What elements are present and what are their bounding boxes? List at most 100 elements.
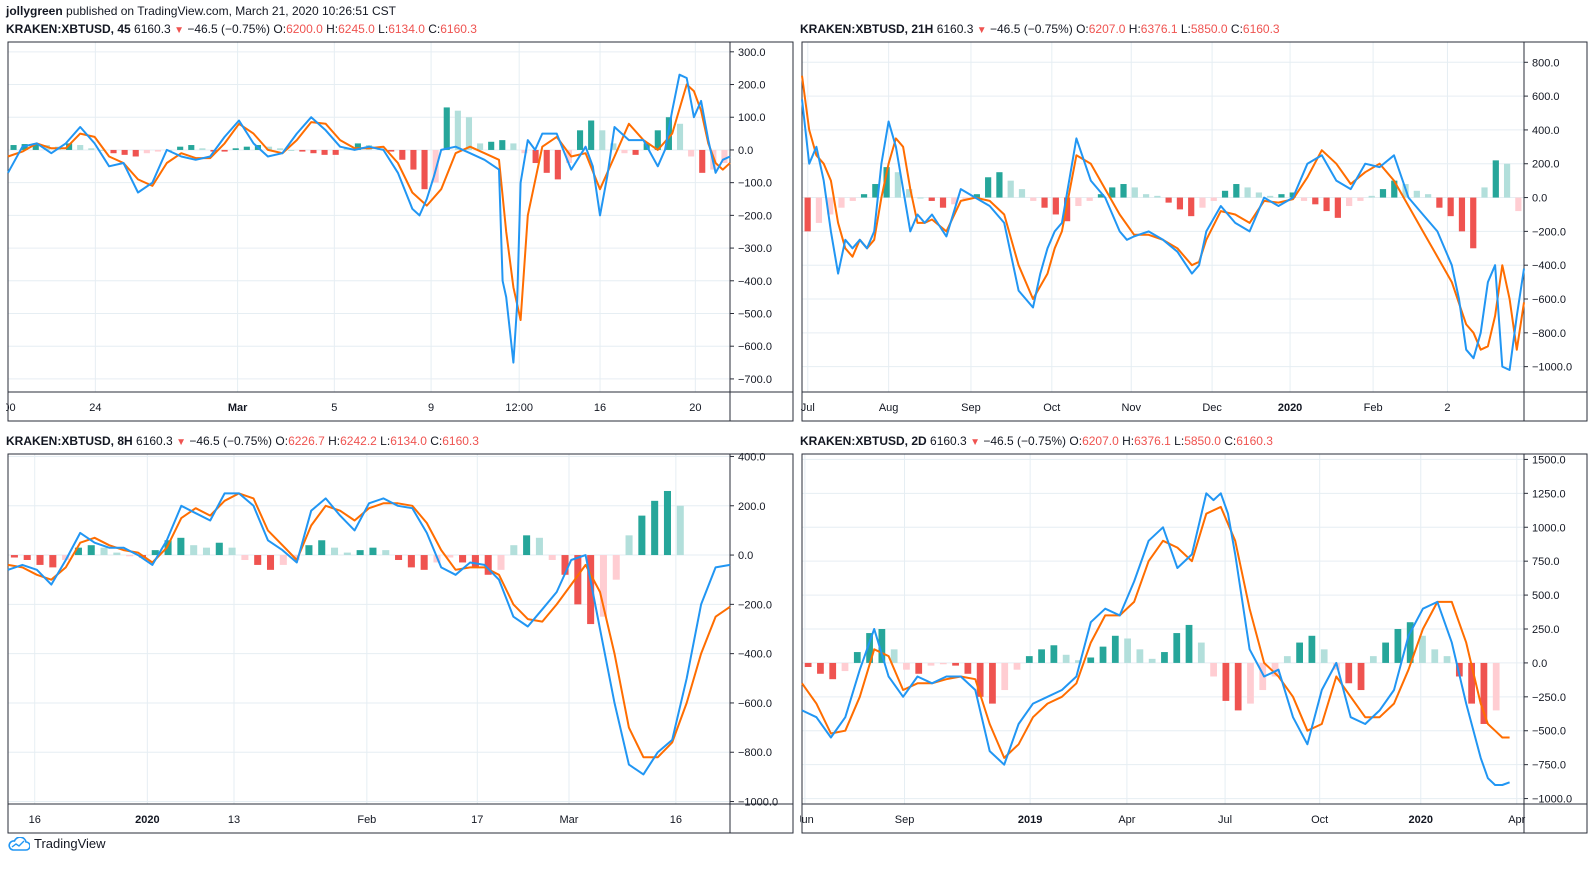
tradingview-logo[interactable]: TradingView bbox=[8, 836, 106, 851]
histogram-bar bbox=[1394, 629, 1402, 663]
histogram-bar bbox=[77, 145, 84, 150]
histogram-bar bbox=[432, 149, 439, 183]
histogram-bar bbox=[407, 555, 415, 568]
macd-line bbox=[801, 492, 1510, 786]
histogram-bar bbox=[1481, 187, 1488, 198]
author-name[interactable]: jollygreen bbox=[6, 4, 63, 18]
x-tick-label: Dec bbox=[1202, 402, 1222, 414]
x-tick-label: Jul bbox=[1218, 814, 1232, 826]
histogram-bar bbox=[199, 148, 206, 150]
chart-panel-45[interactable]: 300.0 200.0 100.0 0.0 −100.0 −200.0 −300.0 −400… bbox=[6, 40, 794, 422]
histogram-bar bbox=[1515, 197, 1522, 212]
histogram-bar bbox=[721, 149, 728, 164]
histogram-bar bbox=[1419, 635, 1426, 663]
price-change: −46.5 (−0.75%) bbox=[189, 434, 273, 448]
histogram-bar bbox=[1470, 197, 1477, 249]
y-tick-label: −600.0 bbox=[738, 698, 772, 710]
histogram-bar bbox=[331, 547, 339, 556]
histogram-bar bbox=[1222, 662, 1230, 701]
histogram-bar bbox=[906, 189, 913, 198]
symbol-label[interactable]: KRAKEN:XBTUSD, 8H bbox=[6, 434, 133, 448]
signal-line bbox=[7, 83, 731, 321]
y-tick-label: 200.0 bbox=[1532, 159, 1560, 171]
histogram-bar bbox=[939, 197, 947, 208]
low-label: L: bbox=[1180, 22, 1191, 36]
macd-line bbox=[7, 73, 731, 364]
histogram-bar bbox=[878, 629, 886, 663]
histogram-bar bbox=[74, 547, 82, 556]
histogram-bar bbox=[610, 143, 617, 150]
close-value: 6160.3 bbox=[442, 434, 479, 448]
histogram-bar bbox=[1357, 662, 1365, 691]
histogram-bar bbox=[332, 149, 339, 155]
histogram-bar bbox=[113, 552, 121, 556]
y-tick-label: 0.0 bbox=[738, 145, 753, 157]
histogram-bar bbox=[10, 145, 17, 150]
histogram-bar bbox=[1244, 187, 1251, 198]
histogram-bar bbox=[10, 555, 18, 558]
signal-line bbox=[801, 75, 1525, 351]
chart-panel-2d[interactable]: 1500.0 1250.0 1000.0 750.0 500.0 250.0 0.0 −250… bbox=[800, 452, 1588, 834]
histogram-bar bbox=[1357, 197, 1364, 201]
histogram-bar bbox=[1233, 184, 1240, 198]
histogram-bar bbox=[177, 537, 185, 556]
histogram-bar bbox=[890, 649, 898, 663]
y-tick-label: 0.0 bbox=[1532, 193, 1547, 205]
chart-panel-8h[interactable]: 400.0 200.0 0.0 −200.0 −400.0 −600.0 −800.0 −10… bbox=[6, 452, 794, 834]
histogram-bar bbox=[126, 555, 134, 557]
histogram-bar bbox=[202, 547, 211, 556]
histogram-bar bbox=[663, 490, 671, 556]
histogram-bar bbox=[1001, 662, 1009, 691]
histogram-bar bbox=[100, 547, 108, 556]
close-label: C: bbox=[430, 434, 443, 448]
histogram-bar bbox=[699, 149, 706, 173]
y-tick-label: −1000.0 bbox=[1532, 794, 1572, 806]
y-tick-label: −250.0 bbox=[1532, 692, 1566, 704]
histogram-bar bbox=[532, 149, 539, 164]
histogram-bar bbox=[299, 149, 306, 152]
y-tick-label: 300.0 bbox=[738, 47, 766, 59]
histogram-bar bbox=[638, 515, 646, 556]
histogram-bar bbox=[1492, 662, 1500, 711]
histogram-bar bbox=[962, 197, 969, 200]
symbol-label[interactable]: KRAKEN:XBTUSD, 2D bbox=[800, 434, 927, 448]
histogram-bar bbox=[917, 197, 924, 199]
histogram-bar bbox=[1148, 658, 1156, 663]
symbol-label[interactable]: KRAKEN:XBTUSD, 45 bbox=[6, 22, 131, 36]
histogram-bar bbox=[1221, 190, 1229, 198]
histogram-bar bbox=[459, 555, 467, 563]
histogram-bar bbox=[574, 555, 582, 605]
histogram-bar bbox=[382, 550, 390, 556]
histogram-bar bbox=[1109, 187, 1116, 198]
y-tick-label: 250.0 bbox=[1532, 624, 1560, 636]
low-value: 6134.0 bbox=[390, 434, 427, 448]
plot-area bbox=[7, 41, 731, 393]
chart-panel-21h[interactable]: 800.0 600.0 400.0 200.0 0.0 −200.0 −400.0 −600.… bbox=[800, 40, 1588, 422]
x-tick-label: 2 bbox=[1444, 402, 1450, 414]
open-label: O: bbox=[1076, 22, 1089, 36]
histogram-bar bbox=[612, 555, 620, 580]
histogram-bar bbox=[1247, 662, 1254, 704]
histogram-bar bbox=[399, 149, 406, 160]
histogram-bar bbox=[872, 184, 879, 198]
last-price: 6160.3 bbox=[134, 22, 171, 36]
histogram-bar bbox=[497, 555, 505, 570]
close-label: C: bbox=[1224, 434, 1237, 448]
close-value: 6160.3 bbox=[1242, 22, 1280, 36]
histogram-bar bbox=[866, 633, 873, 663]
histogram-bar bbox=[1447, 197, 1454, 217]
histogram-bar bbox=[132, 149, 139, 157]
histogram-bar bbox=[1369, 656, 1377, 663]
histogram-bar bbox=[292, 555, 300, 560]
symbol-label[interactable]: KRAKEN:XBTUSD, 21H bbox=[800, 22, 934, 36]
histogram-bar bbox=[588, 120, 595, 150]
histogram-bar bbox=[1278, 194, 1285, 198]
histogram-bar bbox=[827, 197, 834, 215]
histogram-bar bbox=[1210, 662, 1217, 677]
down-triangle-icon: ▼ bbox=[174, 25, 184, 36]
low-label: L: bbox=[378, 22, 389, 36]
histogram-bar bbox=[1142, 194, 1150, 198]
histogram-bar bbox=[1308, 635, 1316, 663]
x-tick-label: 5 bbox=[331, 402, 337, 414]
histogram-bar bbox=[1111, 635, 1119, 663]
